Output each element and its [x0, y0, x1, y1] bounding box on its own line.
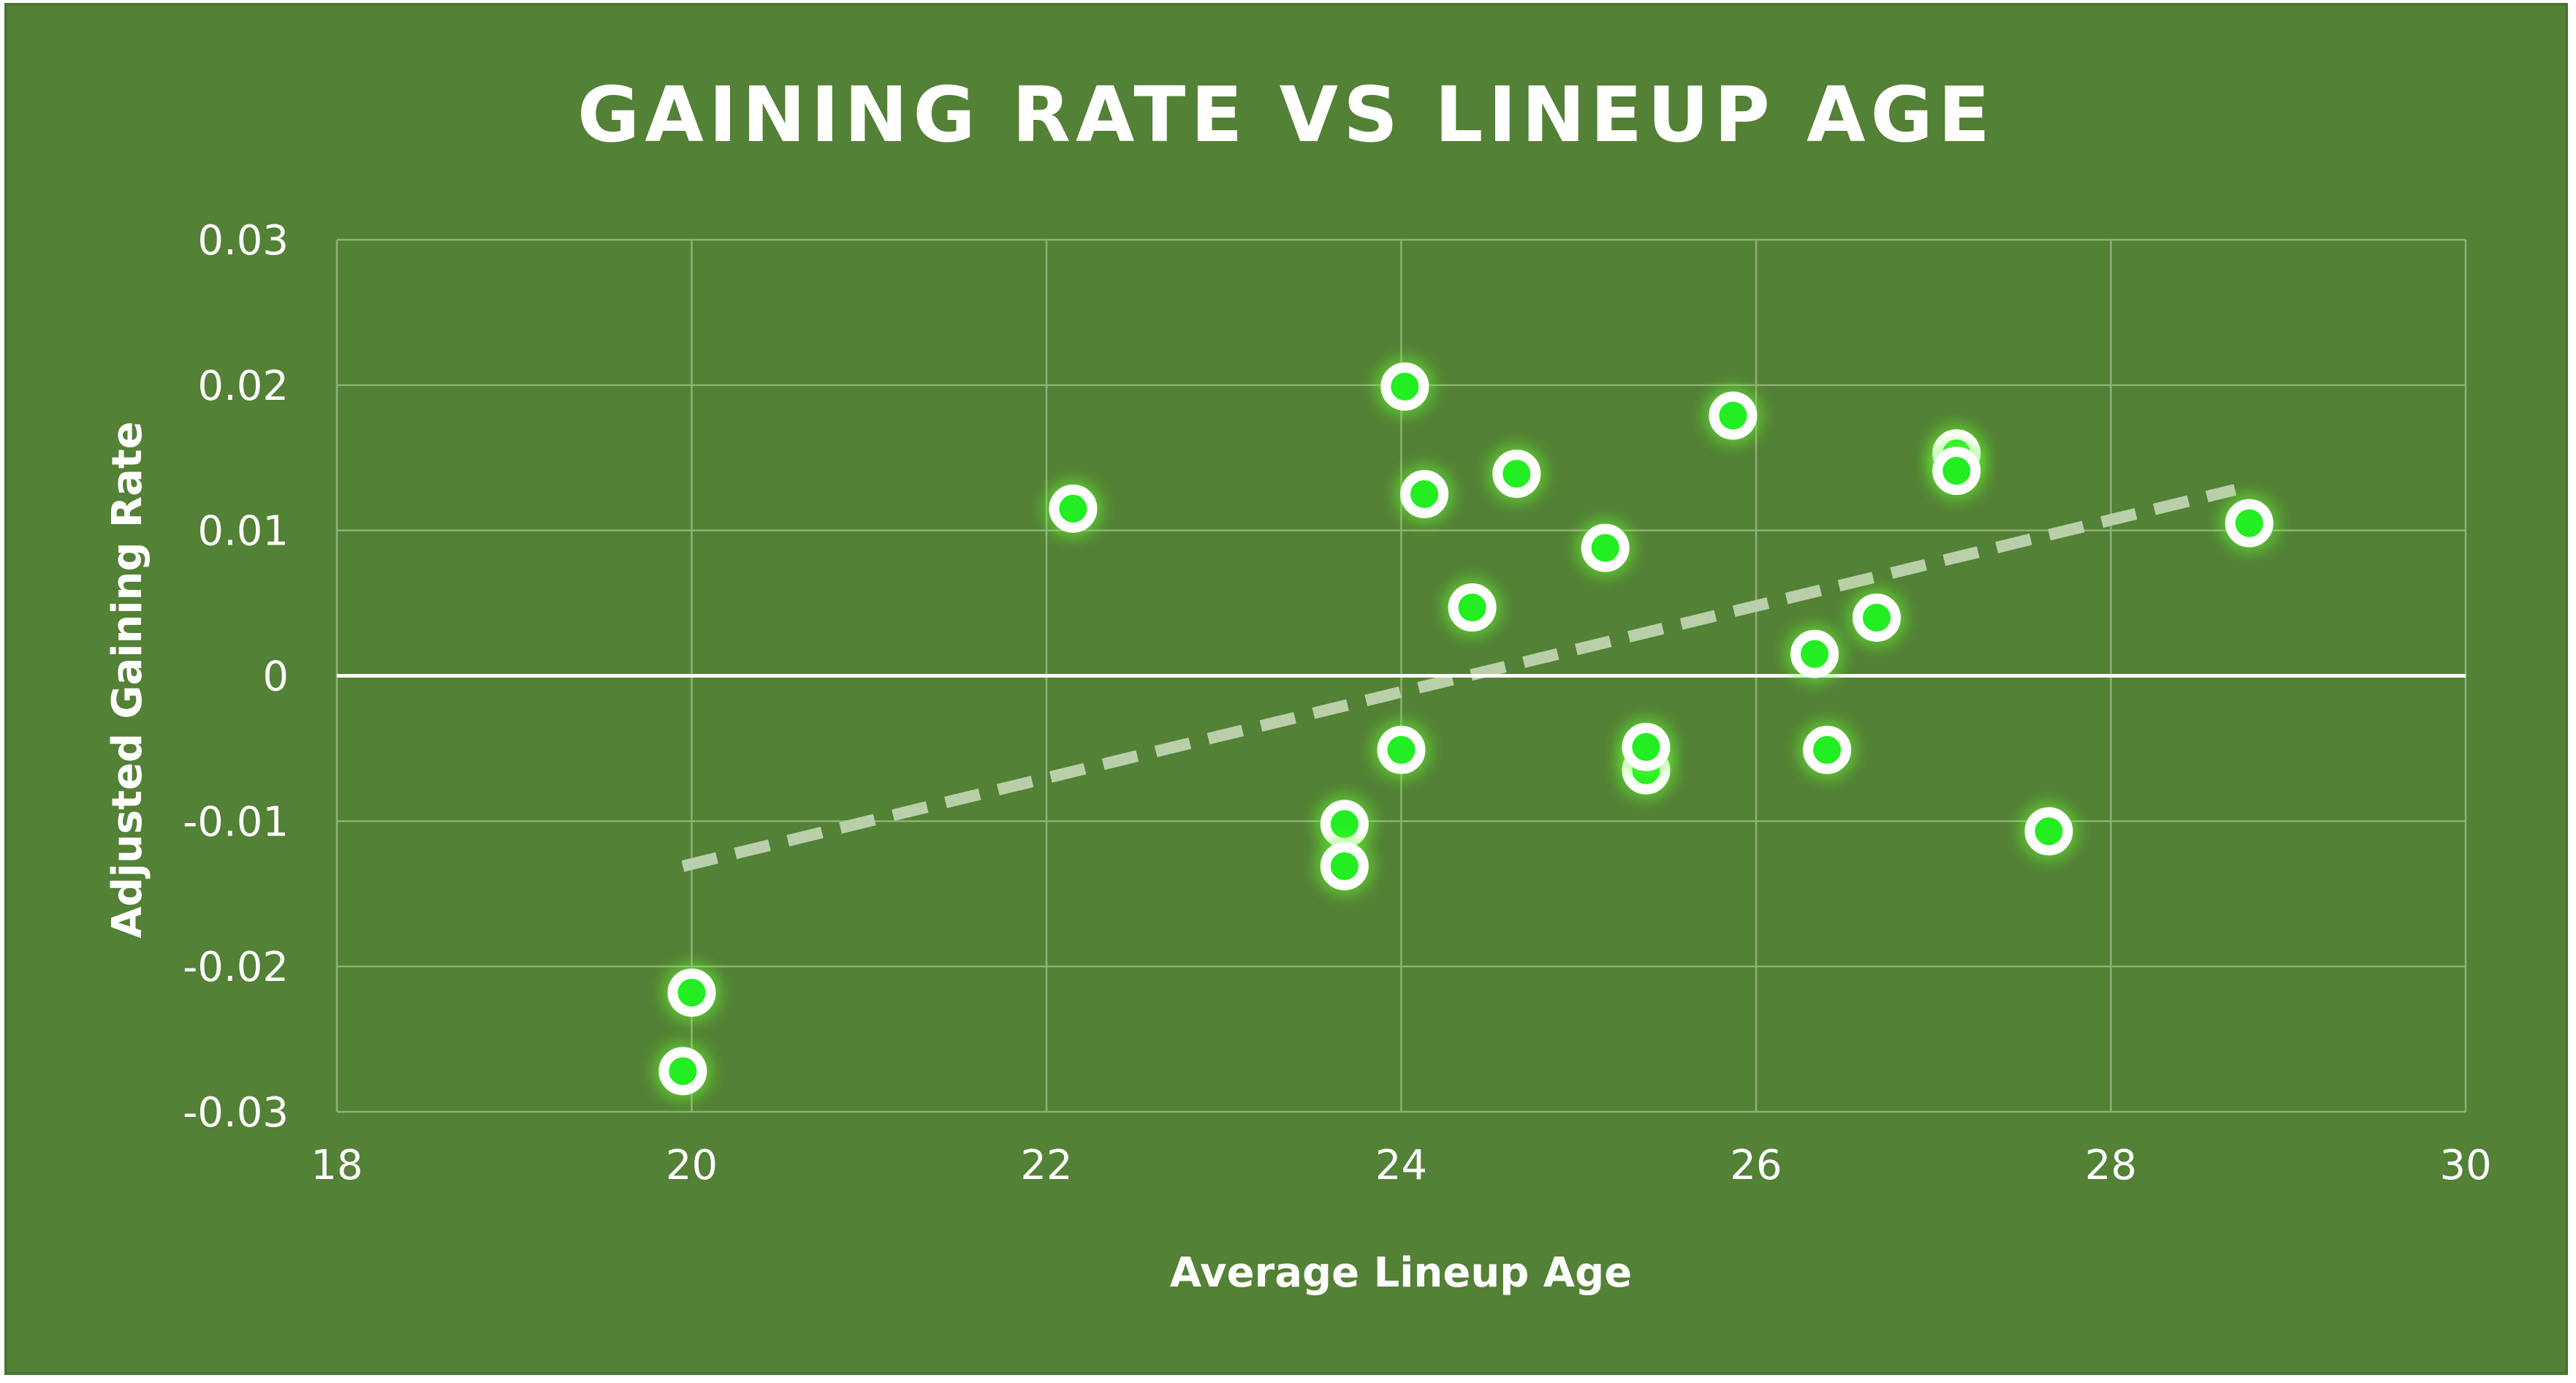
data-point — [2219, 493, 2279, 553]
data-point — [1847, 588, 1907, 647]
x-tick-label: 18 — [311, 1142, 362, 1189]
data-point-marker — [1380, 362, 1429, 411]
data-point — [1487, 444, 1546, 504]
data-point — [1927, 442, 1986, 501]
data-point-marker — [1932, 447, 1981, 496]
data-point-marker — [1492, 450, 1541, 499]
data-point-marker — [1049, 484, 1098, 533]
x-tick-label: 26 — [1730, 1142, 1782, 1189]
scatter-chart: GAINING RATE VS LINEUP AGE 18 20 22 24 26 28 3… — [104, 70, 2492, 1297]
data-point-marker — [1377, 725, 1426, 774]
data-point-marker — [1709, 391, 1758, 440]
data-point-marker — [2024, 807, 2073, 856]
data-point — [1044, 479, 1103, 538]
y-axis-title: Adjusted Gaining Rate — [104, 421, 151, 938]
chart-title: GAINING RATE VS LINEUP AGE — [577, 70, 1995, 159]
data-point-marker — [2224, 499, 2273, 547]
x-tick-label: 28 — [2085, 1142, 2137, 1189]
chart-frame: GAINING RATE VS LINEUP AGE 18 20 22 24 26 28 3… — [4, 3, 2568, 1375]
y-tick-label: -0.02 — [183, 944, 289, 991]
data-points — [653, 357, 2279, 1101]
data-point-marker — [1581, 523, 1630, 572]
x-tick-label: 30 — [2439, 1142, 2491, 1189]
data-point — [1372, 720, 1431, 779]
data-point-marker — [1790, 629, 1839, 678]
axis-layer: 18 20 22 24 26 28 30 -0.03 -0.02 -0.01 0 0.01 0.02 0.… — [183, 217, 2492, 1189]
data-point-marker — [658, 1047, 707, 1096]
data-point — [662, 963, 721, 1022]
data-point — [1576, 518, 1635, 577]
y-tick-label: 0.01 — [197, 508, 289, 556]
trendline-layer — [681, 484, 2237, 872]
data-point — [1395, 464, 1454, 523]
x-axis-title: Average Lineup Age — [1170, 1249, 1632, 1297]
data-point-marker — [1853, 593, 1901, 642]
data-point-marker — [1622, 722, 1671, 771]
data-point — [1703, 386, 1763, 445]
data-point — [1315, 836, 1374, 895]
data-point-marker — [1320, 841, 1369, 890]
y-tick-label: 0.03 — [197, 217, 289, 265]
y-tick-label: 0.02 — [197, 363, 289, 410]
data-point — [1443, 578, 1502, 637]
data-point-marker — [1448, 583, 1497, 632]
x-tick-label: 24 — [1375, 1142, 1427, 1189]
x-tick-label: 22 — [1020, 1142, 1072, 1189]
data-point-marker — [1803, 725, 1852, 774]
data-point — [1616, 717, 1676, 776]
data-point — [1785, 624, 1844, 683]
data-point — [1375, 357, 1435, 416]
data-point — [653, 1042, 713, 1101]
y-tick-label: 0 — [262, 653, 289, 701]
trendline — [681, 484, 2237, 872]
data-point — [2019, 802, 2078, 861]
y-tick-label: -0.03 — [183, 1089, 289, 1137]
x-tick-label: 20 — [666, 1142, 718, 1189]
y-tick-label: -0.01 — [183, 798, 289, 846]
data-point-marker — [1400, 469, 1449, 518]
data-point — [1798, 720, 1857, 779]
data-point-marker — [667, 968, 716, 1017]
